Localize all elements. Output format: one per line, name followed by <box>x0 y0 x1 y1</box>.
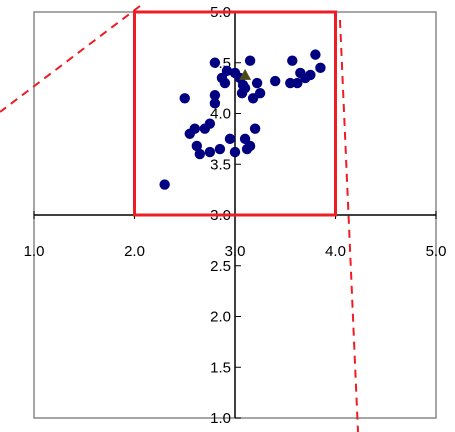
data-point <box>179 93 190 104</box>
y-tick-label: 2.5 <box>210 258 231 275</box>
zoom-guide-dashed-line <box>339 19 359 432</box>
x-tick-label: 3.0 <box>225 243 246 260</box>
zoom-guide-dashed-line <box>0 5 141 113</box>
data-point <box>194 148 206 160</box>
data-point <box>249 123 261 134</box>
data-point <box>292 77 303 89</box>
data-point <box>244 140 256 152</box>
data-point <box>214 143 226 155</box>
data-point <box>229 146 241 158</box>
data-point <box>209 98 221 109</box>
x-tick-label: 5.0 <box>426 243 447 260</box>
data-point <box>315 62 326 74</box>
data-point <box>224 133 236 145</box>
data-point <box>204 118 216 129</box>
data-point <box>305 69 316 81</box>
data-point <box>270 75 281 87</box>
x-tick-label: 1.0 <box>24 243 45 260</box>
data-point <box>287 55 298 66</box>
data-point-triangle <box>239 68 252 80</box>
y-tick-label: 1.5 <box>210 359 231 376</box>
data-point <box>191 140 203 152</box>
y-tick-label: 2.0 <box>210 309 231 326</box>
data-point <box>189 123 200 134</box>
data-point <box>251 77 263 89</box>
x-tick-label: 2.0 <box>124 243 145 260</box>
x-tick-label: 4.0 <box>325 243 346 260</box>
data-point <box>204 146 216 158</box>
data-point <box>244 55 256 66</box>
y-tick-label: 4.0 <box>210 106 231 123</box>
highlight-rectangle <box>133 10 337 217</box>
data-point <box>221 65 233 77</box>
data-point <box>219 77 231 89</box>
data-point <box>310 49 321 60</box>
y-tick-label: 1.0 <box>210 410 231 427</box>
data-point <box>159 179 170 190</box>
data-point <box>239 82 251 94</box>
data-point <box>254 88 266 99</box>
data-point <box>209 90 221 101</box>
data-point <box>209 57 221 68</box>
y-tick-label: 3.5 <box>210 156 231 173</box>
